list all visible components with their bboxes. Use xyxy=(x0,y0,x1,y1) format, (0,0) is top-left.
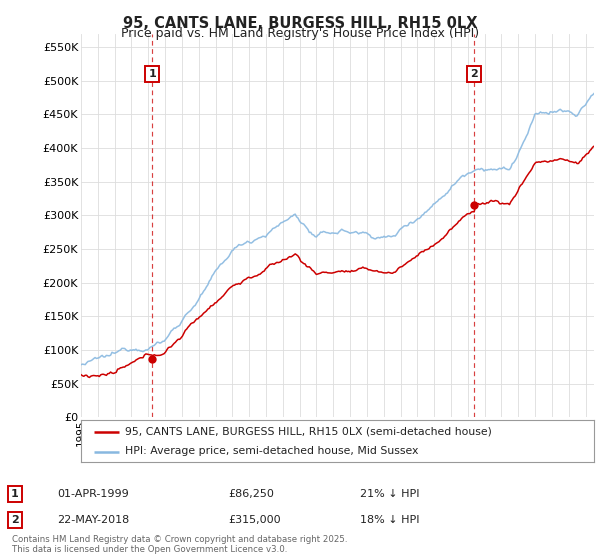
Text: 01-APR-1999: 01-APR-1999 xyxy=(57,489,129,499)
Text: 95, CANTS LANE, BURGESS HILL, RH15 0LX (semi-detached house): 95, CANTS LANE, BURGESS HILL, RH15 0LX (… xyxy=(125,427,491,437)
Text: 1: 1 xyxy=(11,489,19,499)
Text: £315,000: £315,000 xyxy=(228,515,281,525)
Text: 95, CANTS LANE, BURGESS HILL, RH15 0LX: 95, CANTS LANE, BURGESS HILL, RH15 0LX xyxy=(123,16,477,31)
Text: Contains HM Land Registry data © Crown copyright and database right 2025.
This d: Contains HM Land Registry data © Crown c… xyxy=(12,535,347,554)
Text: 2: 2 xyxy=(470,69,478,79)
Text: 18% ↓ HPI: 18% ↓ HPI xyxy=(360,515,419,525)
Text: £86,250: £86,250 xyxy=(228,489,274,499)
Text: 22-MAY-2018: 22-MAY-2018 xyxy=(57,515,129,525)
Text: HPI: Average price, semi-detached house, Mid Sussex: HPI: Average price, semi-detached house,… xyxy=(125,446,418,456)
Text: 1: 1 xyxy=(149,69,157,79)
Text: 21% ↓ HPI: 21% ↓ HPI xyxy=(360,489,419,499)
Text: 2: 2 xyxy=(11,515,19,525)
Text: Price paid vs. HM Land Registry's House Price Index (HPI): Price paid vs. HM Land Registry's House … xyxy=(121,27,479,40)
